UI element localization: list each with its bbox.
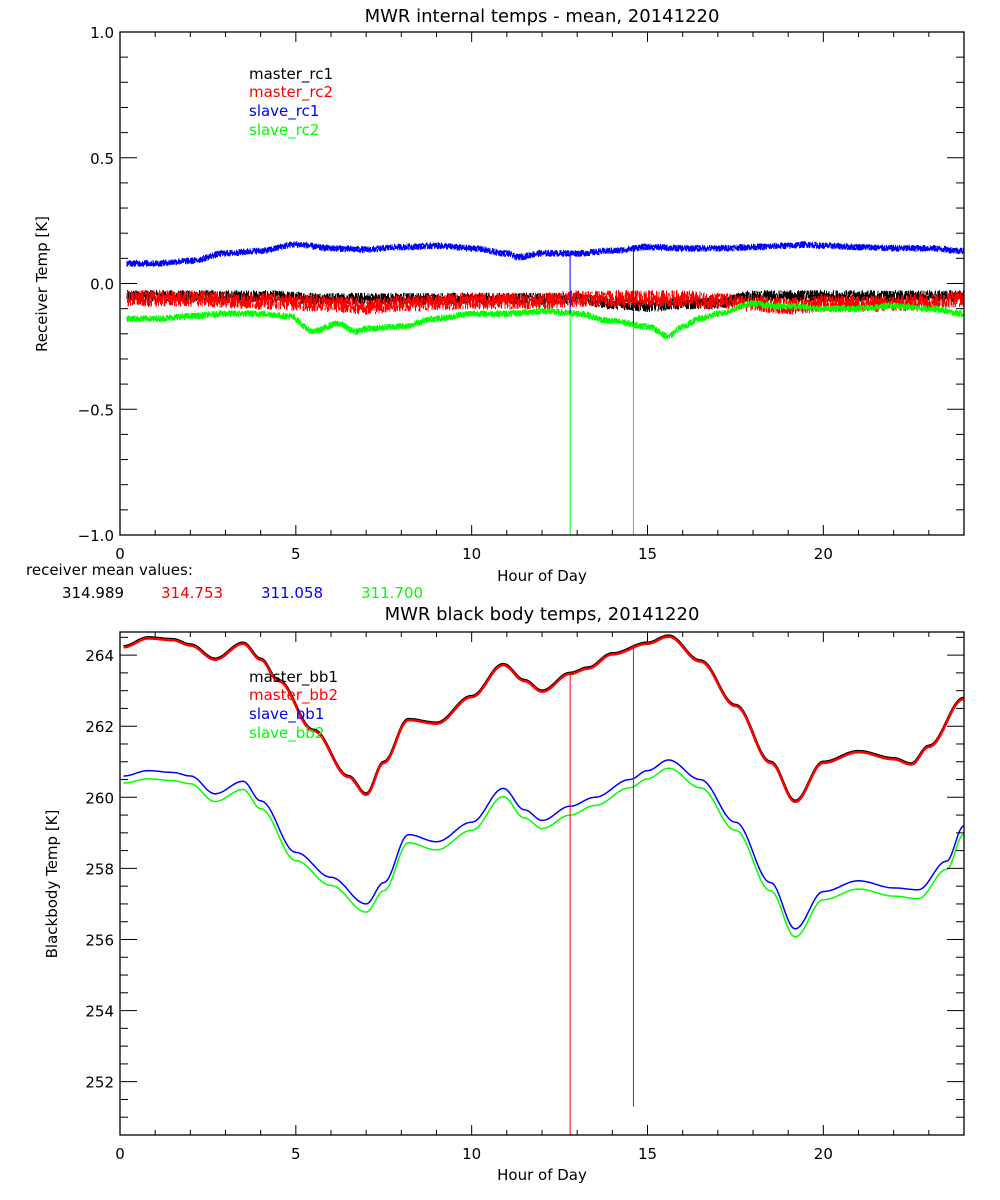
receiver-temp-plot: MWR internal temps - mean, 20141220 0 5 10…	[26, 6, 965, 602]
series-slave_bb1	[123, 759, 965, 930]
plot2-ytick-label: 260	[85, 789, 114, 807]
plot2-ytick-label: 258	[85, 860, 114, 878]
receiver-mean-label: receiver mean values:	[26, 561, 193, 579]
plot2-xlabel: Hour of Day	[497, 1166, 587, 1184]
plot2-markers-group	[569, 644, 634, 1135]
plot1-frame	[119, 31, 965, 536]
plot2-ytick-label: 254	[85, 1003, 114, 1021]
plot2-frame	[119, 631, 965, 1136]
plot1-xtick-label: 15	[638, 545, 657, 563]
plot2-xtick-label: 5	[291, 1145, 301, 1163]
plot2-legend: master_bb1 master_bb2 slave_bb1 slave_bb…	[249, 668, 338, 743]
receiver-mean-value-1: 314.989	[62, 584, 124, 602]
plot2-title: MWR black body temps, 20141220	[385, 604, 700, 625]
plot2-ylabel: Blackbody Temp [K]	[43, 810, 61, 959]
plot1-axes: 0 5 10 15 20 −1.0 −0.5 0.0 0.5 1.0	[78, 24, 965, 563]
plot2-xtick-label: 10	[462, 1145, 481, 1163]
receiver-mean-value-4: 311.700	[361, 584, 423, 602]
plot1-ytick-label: 0.0	[90, 276, 114, 294]
plot1-ytick-label: −0.5	[78, 401, 114, 419]
plot2-xtick-label: 0	[115, 1145, 125, 1163]
receiver-mean-value-3: 311.058	[261, 584, 323, 602]
legend-master-bb1: master_bb1	[249, 668, 338, 687]
blackbody-temp-plot: MWR black body temps, 20141220 0 5 10 15 20 2…	[43, 604, 965, 1184]
plot1-xtick-label: 0	[115, 545, 125, 563]
plot2-xtick-label: 15	[638, 1145, 657, 1163]
plot1-ytick-label: 1.0	[90, 24, 114, 42]
series-slave_rc2	[126, 300, 965, 340]
plot2-ytick-label: 256	[85, 931, 114, 949]
plot2-axes: 0 5 10 15 20 252 254 256 258 260 262 264	[85, 631, 965, 1163]
plot2-xtick-label: 20	[814, 1145, 833, 1163]
legend-master-rc1: master_rc1	[249, 65, 333, 84]
plot1-legend: master_rc1 master_rc2 slave_rc1 slave_rc…	[249, 65, 333, 140]
plot1-title: MWR internal temps - mean, 20141220	[365, 6, 720, 27]
plot1-xtick-label: 20	[814, 545, 833, 563]
plot1-ytick-label: 0.5	[90, 150, 114, 168]
series-slave_rc1	[126, 241, 965, 267]
plot1-xlabel: Hour of Day	[497, 567, 587, 585]
legend-slave-bb2: slave_bb2	[249, 724, 324, 743]
legend-slave-bb1: slave_bb1	[249, 705, 324, 724]
plot1-markers-group	[569, 248, 634, 535]
legend-slave-rc2: slave_rc2	[249, 121, 319, 140]
series-master_rc2	[126, 290, 965, 315]
plot2-series-group	[123, 634, 965, 938]
plot1-xtick-label: 5	[291, 545, 301, 563]
plot1-ytick-label: −1.0	[78, 527, 114, 545]
series-master_bb2	[123, 635, 965, 804]
plot2-ytick-label: 262	[85, 718, 114, 736]
plot1-xtick-label: 10	[462, 545, 481, 563]
legend-slave-rc1: slave_rc1	[249, 102, 319, 121]
plot2-ytick-label: 252	[85, 1074, 114, 1092]
legend-master-rc2: master_rc2	[249, 83, 333, 102]
plot1-ylabel: Receiver Temp [K]	[33, 216, 51, 352]
plot1-series-group	[126, 241, 965, 340]
receiver-mean-value-2: 314.753	[161, 584, 223, 602]
legend-master-bb2: master_bb2	[249, 686, 338, 705]
plot2-ytick-label: 264	[85, 647, 114, 665]
series-slave_bb2	[123, 767, 965, 938]
